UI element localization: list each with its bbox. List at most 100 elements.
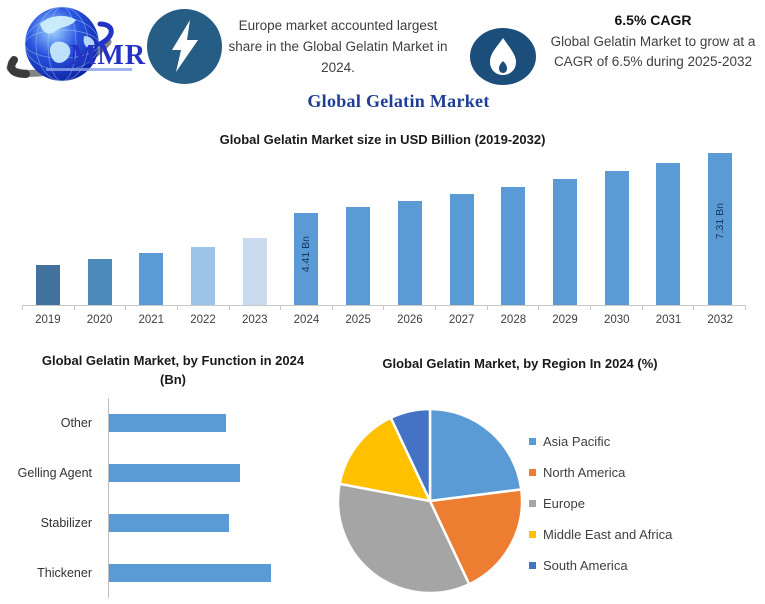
bar-2024 xyxy=(294,213,319,305)
function-label: Thickener xyxy=(37,565,92,580)
bar-2021 xyxy=(139,253,164,305)
bar-2027 xyxy=(449,194,474,305)
pie-slice-south-america xyxy=(389,407,432,503)
function-track xyxy=(100,413,338,432)
function-plot-area: Other Gelling Agent Stabilizer Thickener xyxy=(8,397,338,598)
x-axis-labels: 2019 2020 2021 2022 2023 2024 2025 2026 2027 2028… xyxy=(22,314,746,326)
main-chart-title: Global Gelatin Market size in USD Billio… xyxy=(219,132,546,147)
function-bar-chart: Global Gelatin Market, by Function in 20… xyxy=(8,352,338,598)
bar-column-2030 xyxy=(591,154,643,305)
bar-2030 xyxy=(604,171,629,305)
market-size-bar-chart: 4.41 Bn 7.31 Bn 2019 2020 2021 2022 2023 2024 2… xyxy=(22,153,746,326)
legend-label: Europe xyxy=(543,496,585,511)
bar-column-2022 xyxy=(177,154,229,305)
function-bar xyxy=(109,413,226,432)
x-label-2023: 2023 xyxy=(241,314,268,326)
axis-tick xyxy=(333,306,385,310)
pie-slice-north-america xyxy=(428,488,524,586)
legend-swatch-icon xyxy=(529,500,536,507)
axis-tick xyxy=(178,306,230,310)
pie-slice-asia-pacific xyxy=(428,407,523,503)
legend-item-north-america: North America xyxy=(529,457,672,488)
bar-2032 xyxy=(708,153,733,305)
bar-column-2019 xyxy=(22,154,74,305)
bar-column-2028 xyxy=(487,154,539,305)
x-label-2025: 2025 xyxy=(345,314,371,326)
axis-tick xyxy=(230,306,282,310)
x-label-2019: 2019 xyxy=(35,314,61,326)
axis-tick xyxy=(539,306,592,310)
axis-tick xyxy=(75,306,127,310)
function-track xyxy=(100,563,338,582)
bar-column-2020 xyxy=(74,154,126,305)
axis-tick xyxy=(694,306,746,310)
function-row: Stabilizer xyxy=(8,498,338,548)
legend-swatch-icon xyxy=(529,531,536,538)
function-label: Gelling Agent xyxy=(17,465,92,480)
flame-icon xyxy=(469,27,537,86)
x-label-2032: 2032 xyxy=(707,314,733,326)
bar-plot-area: 4.41 Bn 7.31 Bn xyxy=(22,153,746,306)
legend-swatch-icon xyxy=(529,469,536,476)
legend-item-europe: Europe xyxy=(529,488,672,519)
bar-column-2032: 7.31 Bn xyxy=(694,153,746,305)
x-label-2031: 2031 xyxy=(655,314,682,326)
bar-2019 xyxy=(35,265,60,305)
pie-slice-middle-east-and-africa xyxy=(338,416,432,503)
bar-2020 xyxy=(87,259,112,305)
bar-column-2027 xyxy=(436,154,488,305)
region-chart-title: Global Gelatin Market, by Region In 2024… xyxy=(382,356,658,371)
axis-tick xyxy=(591,306,643,310)
bar-2031 xyxy=(656,163,681,305)
function-track xyxy=(100,463,338,482)
bar-column-2026 xyxy=(384,154,436,305)
bar-2022 xyxy=(191,247,216,305)
bar-2028 xyxy=(501,187,526,305)
x-label-2030: 2030 xyxy=(603,314,630,326)
bar-2025 xyxy=(346,207,371,305)
mmr-globe-logo: MMR xyxy=(4,2,146,86)
axis-tick xyxy=(23,306,75,310)
bar-2026 xyxy=(397,201,422,305)
function-row: Gelling Agent xyxy=(8,448,338,498)
logo-tagline-placeholder xyxy=(46,68,132,71)
pie-slice-europe xyxy=(336,482,471,595)
legend-item-south-america: South America xyxy=(529,550,672,581)
legend-swatch-icon xyxy=(529,562,536,569)
cagr-title: 6.5% CAGR xyxy=(614,12,692,28)
bar-column-2024: 4.41 Bn xyxy=(281,154,333,305)
x-label-2027: 2027 xyxy=(448,314,475,326)
x-label-2026: 2026 xyxy=(397,314,423,326)
function-row: Thickener xyxy=(8,548,338,598)
axis-tick xyxy=(643,306,695,310)
cagr-callout: 6.5% CAGR Global Gelatin Market to grow … xyxy=(541,12,765,73)
legend-item-middle-east-and-africa: Middle East and Africa xyxy=(529,519,672,550)
legend-swatch-icon xyxy=(529,438,536,445)
bar-column-2023 xyxy=(229,154,281,305)
axis-tick xyxy=(436,306,488,310)
bar-2023 xyxy=(242,238,267,305)
x-axis-ticks xyxy=(22,306,746,310)
region-pie xyxy=(335,406,525,596)
function-row: Other xyxy=(8,398,338,448)
bar-2029 xyxy=(553,179,578,305)
function-bar xyxy=(109,563,271,582)
x-label-2028: 2028 xyxy=(500,314,527,326)
function-chart-title: Global Gelatin Market, by Function in 20… xyxy=(41,353,305,387)
legend-label: South America xyxy=(543,558,628,573)
axis-tick xyxy=(488,306,540,310)
europe-highlight-text: Europe market accounted largest share in… xyxy=(228,18,448,76)
page-title: Global Gelatin Market xyxy=(307,91,490,111)
svg-text:MMR: MMR xyxy=(70,40,146,71)
legend-label: Asia Pacific xyxy=(543,434,611,449)
function-bar xyxy=(109,513,229,532)
region-pie-legend: Asia Pacific North America Europe Middle Ea… xyxy=(529,426,672,581)
lightning-icon xyxy=(146,8,223,85)
axis-tick xyxy=(384,306,437,310)
x-label-2024: 2024 xyxy=(293,314,320,326)
axis-tick xyxy=(281,306,333,310)
globe-icon: MMR xyxy=(6,6,146,82)
legend-item-asia-pacific: Asia Pacific xyxy=(529,426,672,457)
cagr-text: Global Gelatin Market to grow at a CAGR … xyxy=(550,34,756,70)
